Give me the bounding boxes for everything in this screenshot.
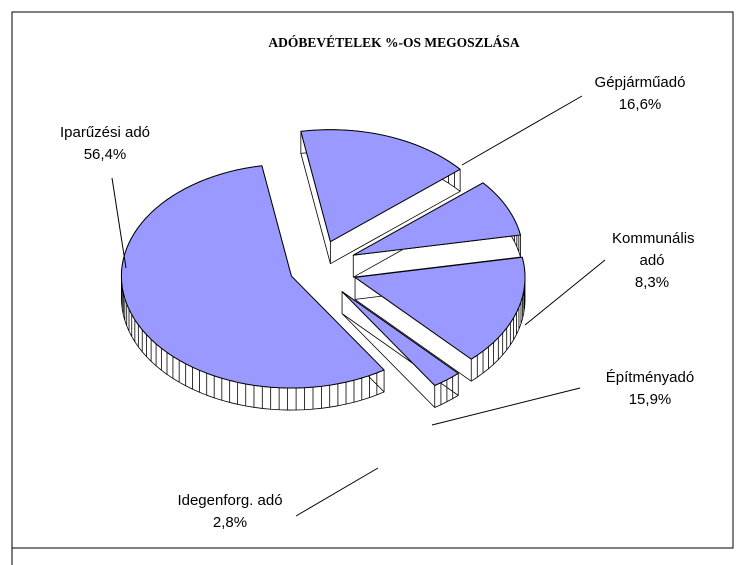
slice-label: Iparűzési adó 56,4% — [30, 122, 180, 166]
value-label: 2,8% — [212, 514, 248, 531]
slice-label: Idegenforg. adó 2,8% — [175, 490, 285, 534]
category-label: Gépjárműadó — [594, 74, 686, 91]
slice-label: Gépjárműadó 16,6% — [570, 72, 710, 116]
value-label: 16,6% — [618, 96, 662, 113]
category-label: Idegenforg. adó — [177, 492, 283, 509]
leader-line — [524, 259, 606, 326]
slice — [341, 291, 459, 387]
slice — [352, 182, 521, 256]
value-label: 56,4% — [83, 146, 127, 163]
slice — [354, 256, 526, 360]
category-label: Kommunális adó — [612, 230, 695, 269]
slice — [120, 165, 385, 389]
slice — [300, 129, 461, 243]
slice-label: Építményadó 15,9% — [580, 367, 720, 411]
category-label: Építményadó — [605, 369, 695, 386]
leader-line — [295, 467, 379, 517]
leader-line — [461, 95, 583, 166]
value-label: 8,3% — [634, 274, 670, 291]
slice-label: Kommunális adó 8,3% — [582, 228, 722, 294]
category-label: Iparűzési adó — [59, 124, 151, 141]
value-label: 15,9% — [628, 391, 672, 408]
leader-line — [111, 177, 127, 269]
leader-line — [431, 387, 581, 426]
chart-title: ADÓBEVÉTELEK %-OS MEGOSZLÁSA — [268, 35, 520, 50]
